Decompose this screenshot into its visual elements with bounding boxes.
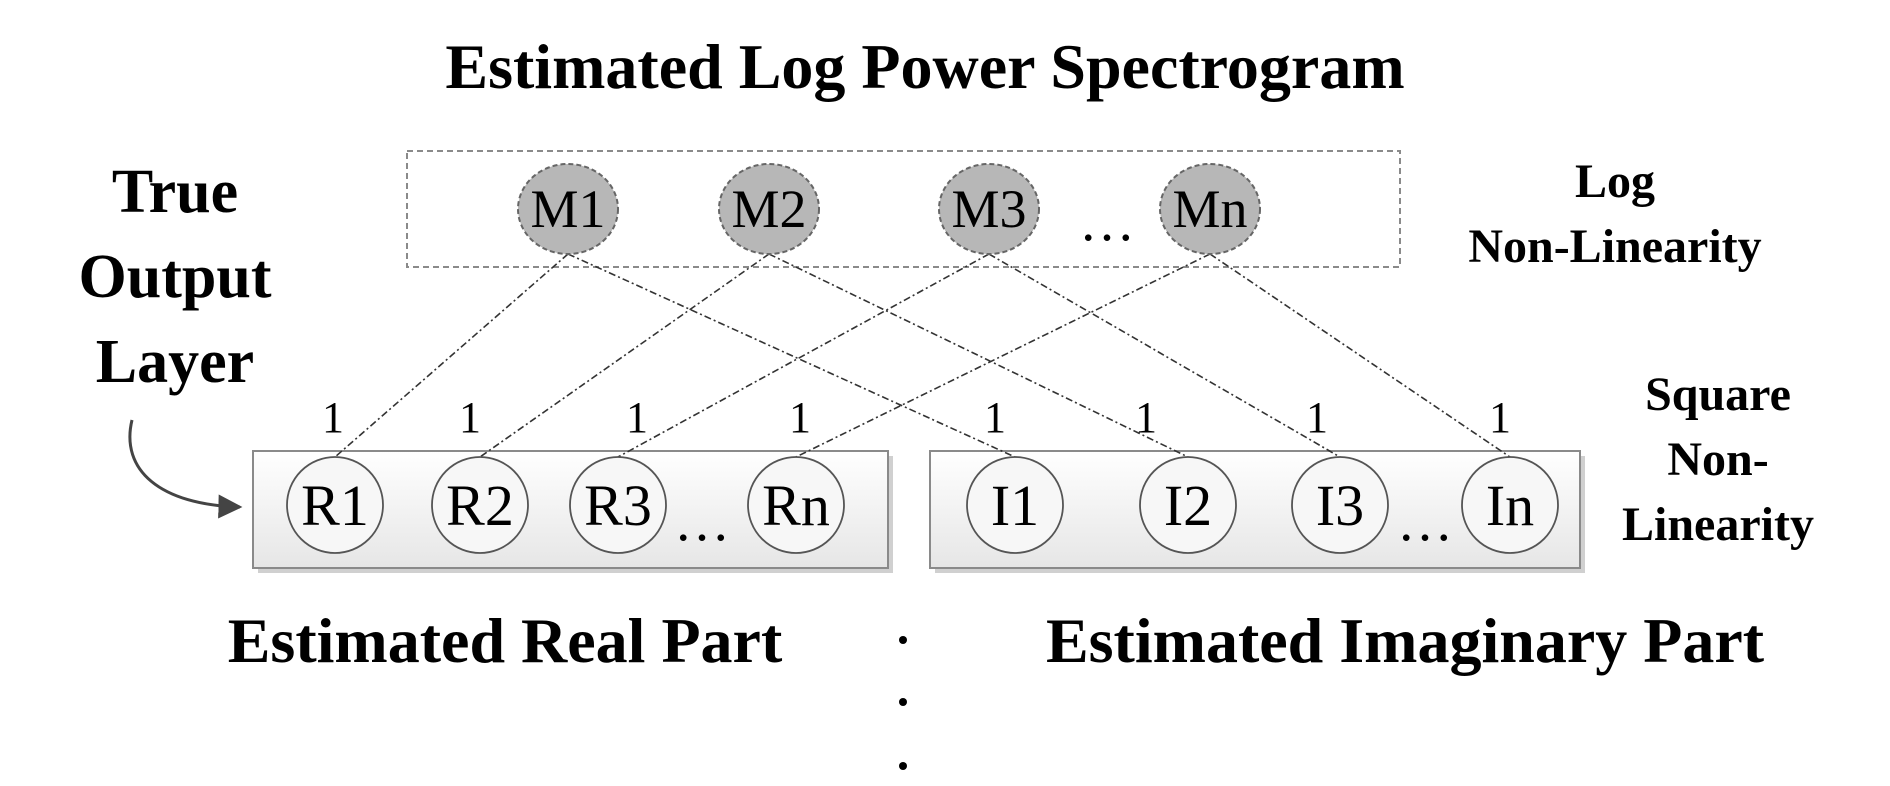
imag-node-label: I2 bbox=[1164, 473, 1212, 538]
weight-label: 1 bbox=[1306, 393, 1328, 442]
vertical-dot-3 bbox=[899, 762, 907, 770]
left-label-line-3: Layer bbox=[96, 328, 254, 396]
real-node-r3: R3 bbox=[569, 456, 667, 554]
log-node-circle bbox=[718, 163, 820, 255]
real-node-label: Rn bbox=[762, 473, 830, 538]
connection-m1-imag bbox=[567, 253, 1016, 458]
connection-m1-real bbox=[334, 253, 569, 458]
true-output-layer-label: True Output Layer bbox=[79, 158, 272, 396]
log-node-m1: M1 bbox=[517, 163, 619, 255]
weight-label: 1 bbox=[626, 393, 648, 442]
diagram-title: Estimated Log Power Spectrogram bbox=[445, 31, 1404, 102]
real-node-circle bbox=[569, 456, 667, 554]
weight-label: 1 bbox=[789, 393, 811, 442]
real-node-circle bbox=[431, 456, 529, 554]
connection-m3-imag bbox=[988, 253, 1341, 458]
real-node-circle bbox=[286, 456, 384, 554]
imag-part-caption: Estimated Imaginary Part bbox=[1046, 605, 1765, 676]
imag-nodes: I1 I2 I3 In bbox=[966, 456, 1559, 554]
real-part-caption: Estimated Real Part bbox=[228, 605, 783, 676]
log-node-m2: M2 bbox=[718, 163, 820, 255]
connection-m2-real bbox=[479, 253, 770, 458]
log-node-label: M1 bbox=[530, 179, 605, 239]
log-node-label: Mn bbox=[1172, 179, 1247, 239]
left-label-line-2: Output bbox=[79, 243, 272, 311]
imag-node-label: I1 bbox=[991, 473, 1039, 538]
imag-node-circle bbox=[1291, 456, 1389, 554]
weight-label: 1 bbox=[984, 393, 1006, 442]
connections bbox=[334, 253, 1511, 458]
weight-label: 1 bbox=[459, 393, 481, 442]
square-label-line-2: Non- bbox=[1667, 433, 1768, 486]
real-ellipsis: … bbox=[674, 491, 730, 553]
real-node-r1: R1 bbox=[286, 456, 384, 554]
log-label-line-1: Log bbox=[1575, 155, 1655, 208]
vertical-dot-2 bbox=[899, 698, 907, 706]
real-node-rn: Rn bbox=[747, 456, 845, 554]
log-nodes: M1 M2 M3 Mn bbox=[517, 163, 1261, 255]
log-node-m3: M3 bbox=[938, 163, 1040, 255]
weight-label: 1 bbox=[1489, 393, 1511, 442]
imag-node-i1: I1 bbox=[966, 456, 1064, 554]
imag-node-label: In bbox=[1486, 473, 1534, 538]
log-node-label: M2 bbox=[731, 179, 806, 239]
square-label-line-1: Square bbox=[1645, 368, 1791, 421]
weight-labels: 1 1 1 1 1 1 1 1 bbox=[322, 393, 1511, 442]
square-label-line-3: Linearity bbox=[1622, 498, 1814, 551]
real-node-label: R2 bbox=[446, 473, 514, 538]
square-nonlinearity-label: Square Non- Linearity bbox=[1622, 368, 1814, 551]
imag-ellipsis: … bbox=[1397, 491, 1453, 553]
left-label-line-1: True bbox=[112, 158, 238, 226]
imag-node-i2: I2 bbox=[1139, 456, 1237, 554]
weight-label: 1 bbox=[1135, 393, 1157, 442]
real-node-label: R3 bbox=[584, 473, 652, 538]
real-node-r2: R2 bbox=[431, 456, 529, 554]
vertical-dot-1 bbox=[899, 636, 907, 644]
real-node-label: R1 bbox=[301, 473, 369, 538]
log-layer-box bbox=[406, 150, 1401, 268]
log-node-mn: Mn bbox=[1159, 163, 1261, 255]
imag-node-circle bbox=[1461, 456, 1559, 554]
imag-node-circle bbox=[966, 456, 1064, 554]
weight-label: 1 bbox=[322, 393, 344, 442]
log-nonlinearity-label: Log Non-Linearity bbox=[1468, 155, 1761, 273]
pointer-arrow bbox=[128, 419, 243, 519]
log-node-circle bbox=[517, 163, 619, 255]
connection-mn-imag bbox=[1209, 253, 1511, 458]
connection-m3-real bbox=[617, 253, 990, 458]
imag-node-circle bbox=[1139, 456, 1237, 554]
log-node-circle bbox=[1159, 163, 1261, 255]
imag-node-label: I3 bbox=[1316, 473, 1364, 538]
log-label-line-2: Non-Linearity bbox=[1468, 220, 1761, 273]
log-node-label: M3 bbox=[951, 179, 1026, 239]
log-node-circle bbox=[938, 163, 1040, 255]
top-ellipsis: … bbox=[1079, 191, 1135, 253]
imag-node-i3: I3 bbox=[1291, 456, 1389, 554]
real-node-circle bbox=[747, 456, 845, 554]
connection-mn-real bbox=[795, 253, 1211, 458]
real-nodes: R1 R2 R3 Rn bbox=[286, 456, 845, 554]
connection-m2-imag bbox=[768, 253, 1189, 458]
imag-node-in: In bbox=[1461, 456, 1559, 554]
